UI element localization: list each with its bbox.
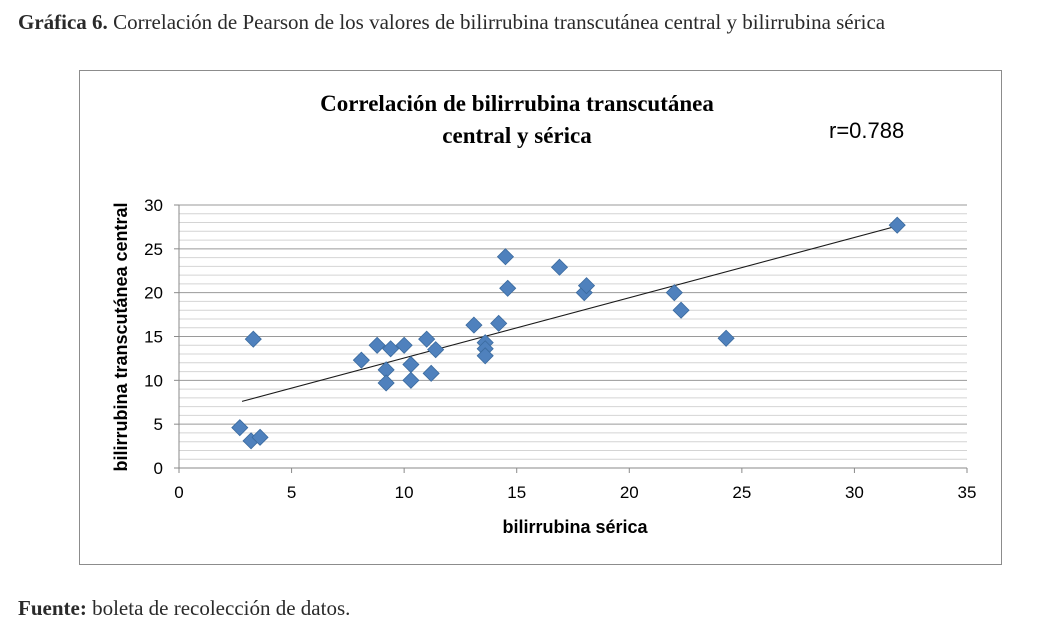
data-point [251, 428, 269, 446]
source-note: Fuente: boleta de recolección de datos. [18, 596, 350, 621]
figure-caption: Gráfica 6. Correlación de Pearson de los… [18, 10, 885, 35]
data-point [496, 248, 515, 266]
data-point [231, 419, 249, 437]
x-tick-label: 35 [958, 483, 977, 502]
major-gridlines [179, 204, 967, 425]
y-tick-label: 0 [154, 459, 163, 478]
data-point [368, 336, 386, 354]
y-tick-label: 15 [144, 328, 163, 347]
x-axis-label: bilirrubina sérica [502, 517, 648, 537]
y-tick-label: 30 [144, 196, 163, 215]
trendline-group [241, 225, 898, 402]
data-point [717, 329, 735, 347]
minor-gridlines [179, 213, 967, 460]
trendline [241, 225, 898, 402]
chart-frame: 0 5 10 15 20 25 30 0 5 10 15 20 25 30 35 Correlación d… [79, 70, 1002, 565]
x-tick-label: 25 [732, 483, 751, 502]
data-point [499, 279, 517, 297]
x-tick-label: 5 [287, 483, 296, 502]
data-point [888, 216, 906, 234]
y-tick-label: 10 [144, 371, 163, 390]
y-tick-label: 5 [154, 415, 163, 434]
data-point [672, 301, 690, 319]
data-point [352, 351, 370, 369]
data-point [665, 284, 683, 302]
data-point [465, 316, 483, 334]
y-tick-label: 25 [144, 240, 163, 259]
correlation-annotation: r=0.788 [829, 118, 904, 143]
source-note-text: boleta de recolección de datos. [86, 596, 351, 620]
data-point [418, 330, 436, 348]
source-note-label: Fuente: [18, 596, 87, 620]
data-point [402, 371, 420, 389]
y-axis-label: bilirrubina transcutánea central [111, 202, 131, 471]
data-point [577, 277, 596, 295]
chart-title-line-2: central y sérica [442, 123, 592, 148]
data-point [550, 258, 569, 276]
data-point [402, 355, 420, 374]
x-tick-label: 30 [845, 483, 864, 502]
chart-title-line-1: Correlación de bilirrubina transcutánea [320, 91, 714, 116]
x-tick-label: 20 [620, 483, 639, 502]
scatter-chart: 0 5 10 15 20 25 30 0 5 10 15 20 25 30 35 Correlación d… [111, 91, 976, 537]
data-point [395, 336, 413, 354]
data-point [427, 341, 445, 359]
data-point [382, 340, 400, 358]
data-point [422, 364, 440, 382]
data-point [476, 347, 494, 365]
x-tick-label: 10 [395, 483, 414, 502]
tick-labels: 0 5 10 15 20 25 30 0 5 10 15 20 25 30 35 [144, 196, 976, 502]
x-tick-label: 15 [507, 483, 526, 502]
axes [174, 204, 968, 473]
x-tick-label: 0 [174, 483, 183, 502]
figure-caption-text: Correlación de Pearson de los valores de… [107, 10, 886, 34]
data-point [377, 374, 395, 392]
data-point [490, 314, 508, 332]
figure-caption-label: Gráfica 6. [18, 10, 108, 34]
y-tick-label: 20 [144, 284, 163, 303]
data-point [244, 330, 262, 348]
data-points [231, 216, 906, 450]
